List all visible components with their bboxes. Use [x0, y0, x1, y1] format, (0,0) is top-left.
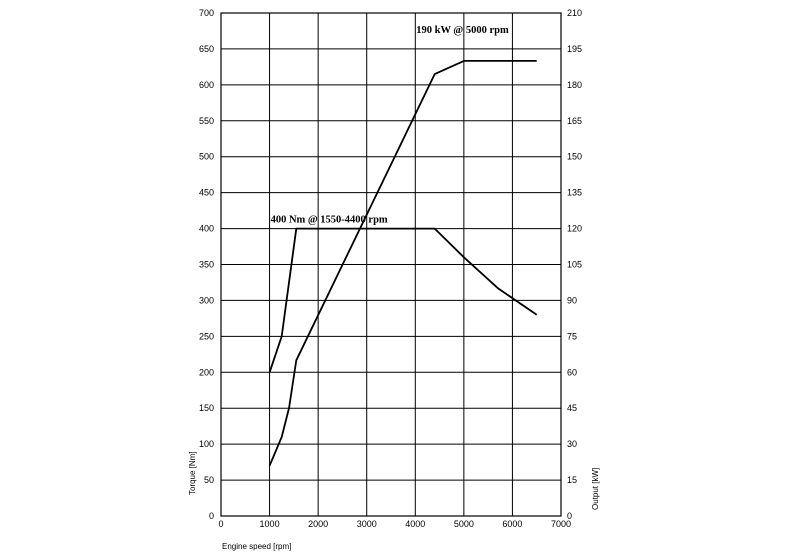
y-right-tick-label: 135: [567, 188, 582, 198]
y-right-tick-label: 45: [567, 403, 577, 413]
y-right-tick-label: 15: [567, 475, 577, 485]
y-right-tick-label: 75: [567, 331, 577, 341]
y-right-tick-label: 210: [567, 8, 582, 18]
x-tick-label: 0: [218, 519, 223, 529]
y-left-tick-label: 600: [199, 80, 214, 90]
y-left-tick-label: 150: [199, 403, 214, 413]
torque-curve: [268, 227, 538, 373]
y-left-tick-label: 50: [204, 475, 214, 485]
y-left-tick-label: 200: [199, 367, 214, 377]
x-tick-label: 7000: [551, 519, 571, 529]
plot-border: [220, 12, 562, 517]
y-left-tick-label: 550: [199, 116, 214, 126]
y-right-tick-label: 30: [567, 439, 577, 449]
y-left-tick-label: 400: [199, 224, 214, 234]
y-axis-right-title: Output [kW]: [591, 468, 600, 510]
output-curve: [268, 60, 537, 467]
series-layer: [268, 60, 538, 467]
x-tick-label: 3000: [357, 519, 377, 529]
y-right-tick-label: 180: [567, 80, 582, 90]
x-tick-label: 1000: [260, 519, 280, 529]
annotations: 400 Nm @ 1550-4400 rpm 190 kW @ 5000 rpm: [271, 25, 509, 225]
grid: [221, 13, 561, 516]
y-left-tick-label: 450: [199, 188, 214, 198]
y-left-tick-label: 500: [199, 152, 214, 162]
y-left-tick-label: 0: [209, 511, 214, 521]
y-left-tick-label: 700: [199, 8, 214, 18]
y-right-tick-label: 165: [567, 116, 582, 126]
y-left-tick-label: 350: [199, 260, 214, 270]
x-tick-label: 4000: [405, 519, 425, 529]
y-right-tick-label: 195: [567, 44, 582, 54]
y-left-tick-label: 300: [199, 295, 214, 305]
y-right-tick-label: 120: [567, 224, 582, 234]
y-left-tick-label: 650: [199, 44, 214, 54]
y-right-tick-label: 90: [567, 295, 577, 305]
tick-labels: 0 1000 2000 3000 4000 5000 6000 700005010015020…: [199, 8, 582, 529]
y-right-tick-label: 0: [567, 511, 572, 521]
x-tick-label: 6000: [502, 519, 522, 529]
x-tick-label: 5000: [454, 519, 474, 529]
x-tick-label: 2000: [308, 519, 328, 529]
y-left-tick-label: 250: [199, 331, 214, 341]
torque-peak-annotation: 400 Nm @ 1550-4400 rpm: [271, 214, 388, 225]
y-right-tick-label: 105: [567, 260, 582, 270]
y-axis-left-title: Torque [Nm]: [188, 451, 197, 495]
y-right-tick-label: 150: [567, 152, 582, 162]
x-axis-title: Engine speed [rpm]: [222, 542, 291, 551]
y-right-tick-label: 60: [567, 367, 577, 377]
output-peak-annotation: 190 kW @ 5000 rpm: [416, 25, 509, 36]
y-left-tick-label: 100: [199, 439, 214, 449]
plot-frame: [220, 12, 562, 517]
